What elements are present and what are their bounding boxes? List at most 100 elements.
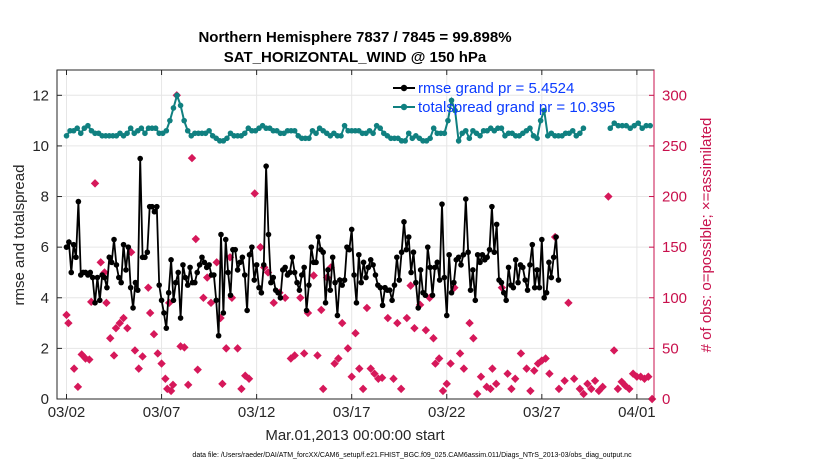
totalspread-point xyxy=(306,135,312,142)
rmse-point xyxy=(441,274,448,281)
obs-point xyxy=(106,334,115,343)
totalspread-point xyxy=(462,127,469,134)
rmse-point xyxy=(232,246,239,253)
obs-point xyxy=(594,386,604,396)
rmse-point xyxy=(458,262,464,268)
rmse-point xyxy=(424,244,431,250)
rmse-point xyxy=(360,259,367,266)
obs-point xyxy=(119,313,128,323)
rmse-point xyxy=(161,310,167,316)
totalspread-point xyxy=(377,125,384,132)
rmse-point xyxy=(367,257,374,263)
rmse-point xyxy=(201,259,208,266)
rmse-point xyxy=(363,274,369,281)
obs-point xyxy=(406,281,415,290)
obs-point xyxy=(145,308,155,318)
obs-point xyxy=(625,384,634,394)
totalspread-point xyxy=(402,138,408,144)
obs-point xyxy=(362,303,372,313)
rmse-point xyxy=(177,315,184,321)
rmse-point xyxy=(465,249,471,256)
rmse-point xyxy=(550,254,557,261)
right-tick-label: 250 xyxy=(662,138,687,155)
totalspread-point xyxy=(77,130,84,137)
rmse-point xyxy=(268,279,274,286)
rmse-point xyxy=(346,246,353,253)
rmse-point xyxy=(493,221,500,228)
obs-point xyxy=(579,389,588,399)
rmse-point xyxy=(308,244,315,250)
totalspread-point xyxy=(127,125,134,132)
rmse-point xyxy=(358,279,365,286)
rmse-point xyxy=(289,254,296,261)
rmse-point xyxy=(422,292,429,299)
obs-point xyxy=(459,364,469,373)
rmse-point xyxy=(168,257,174,263)
obs-point xyxy=(569,374,579,383)
totalspread-point xyxy=(441,130,448,137)
totalspread-point xyxy=(338,133,344,139)
rmse-point xyxy=(455,254,462,261)
totalspread-point xyxy=(163,127,170,134)
legend-spread-label: totalspread grand pr = 10.395 xyxy=(418,99,615,116)
obs-point xyxy=(564,298,573,308)
x-axis-ticks: 03/02 03/07 03/12 03/17 03/22 03/27 04/01 xyxy=(48,70,656,421)
obs-point xyxy=(347,372,356,381)
legend: rmse grand pr = 5.4524 totalspread grand… xyxy=(393,80,615,116)
rmse-point xyxy=(227,292,234,299)
rmse-point xyxy=(489,203,495,210)
totalspread-point xyxy=(631,122,638,129)
x-tick-label: 03/27 xyxy=(523,404,561,421)
rmse-point xyxy=(370,262,376,268)
rmse-point xyxy=(403,246,410,253)
rmse-point xyxy=(536,284,543,291)
grid-lines xyxy=(57,70,654,400)
obs-point xyxy=(511,374,520,383)
rmse-point xyxy=(108,259,115,266)
obs-point xyxy=(389,374,398,383)
obs-point xyxy=(313,351,322,360)
rmse-point xyxy=(394,254,400,261)
rmse-point xyxy=(215,332,222,339)
totalspread-point xyxy=(619,122,626,129)
totalspread-point xyxy=(152,125,159,132)
left-axis-ticks: 0 2 4 6 8 10 12 xyxy=(32,87,62,408)
obs-point xyxy=(299,349,309,358)
right-axis-label: # of obs: o=possible; ×=assimilated xyxy=(698,118,715,353)
obs-point xyxy=(222,344,231,353)
rmse-point xyxy=(244,307,250,314)
totalspread-point xyxy=(643,122,650,129)
obs-point xyxy=(96,258,105,267)
obs-point xyxy=(237,384,246,394)
rmse-point xyxy=(265,231,272,238)
rmse-point xyxy=(130,305,136,311)
obs-point xyxy=(123,323,132,333)
rmse-point xyxy=(294,279,300,286)
obs-point xyxy=(85,355,94,364)
rmse-point xyxy=(365,264,372,271)
right-tick-label: 50 xyxy=(662,340,679,357)
rmse-point xyxy=(408,269,414,276)
rmse-point xyxy=(515,279,521,286)
rmse-point xyxy=(339,282,345,288)
totalspread-point xyxy=(63,133,70,139)
rmse-point xyxy=(234,267,241,273)
rmse-point xyxy=(472,297,479,304)
rmse-point xyxy=(505,264,512,271)
rmse-point xyxy=(327,287,334,293)
totalspread-point xyxy=(427,135,433,142)
obs-point xyxy=(149,330,159,339)
rmse-point xyxy=(151,208,158,215)
legend-rmse-marker xyxy=(400,84,408,92)
obs-point xyxy=(393,318,402,328)
right-tick-label: 0 xyxy=(662,391,670,408)
rmse-point xyxy=(194,269,201,276)
totalspread-point xyxy=(138,125,145,132)
obs-point xyxy=(455,349,465,358)
rmse-point xyxy=(512,257,519,263)
rmse-point xyxy=(329,254,336,261)
left-tick-label: 2 xyxy=(41,340,49,357)
totalspread-point xyxy=(405,130,412,137)
obs-point xyxy=(73,382,83,392)
totalspread-point xyxy=(174,92,180,99)
